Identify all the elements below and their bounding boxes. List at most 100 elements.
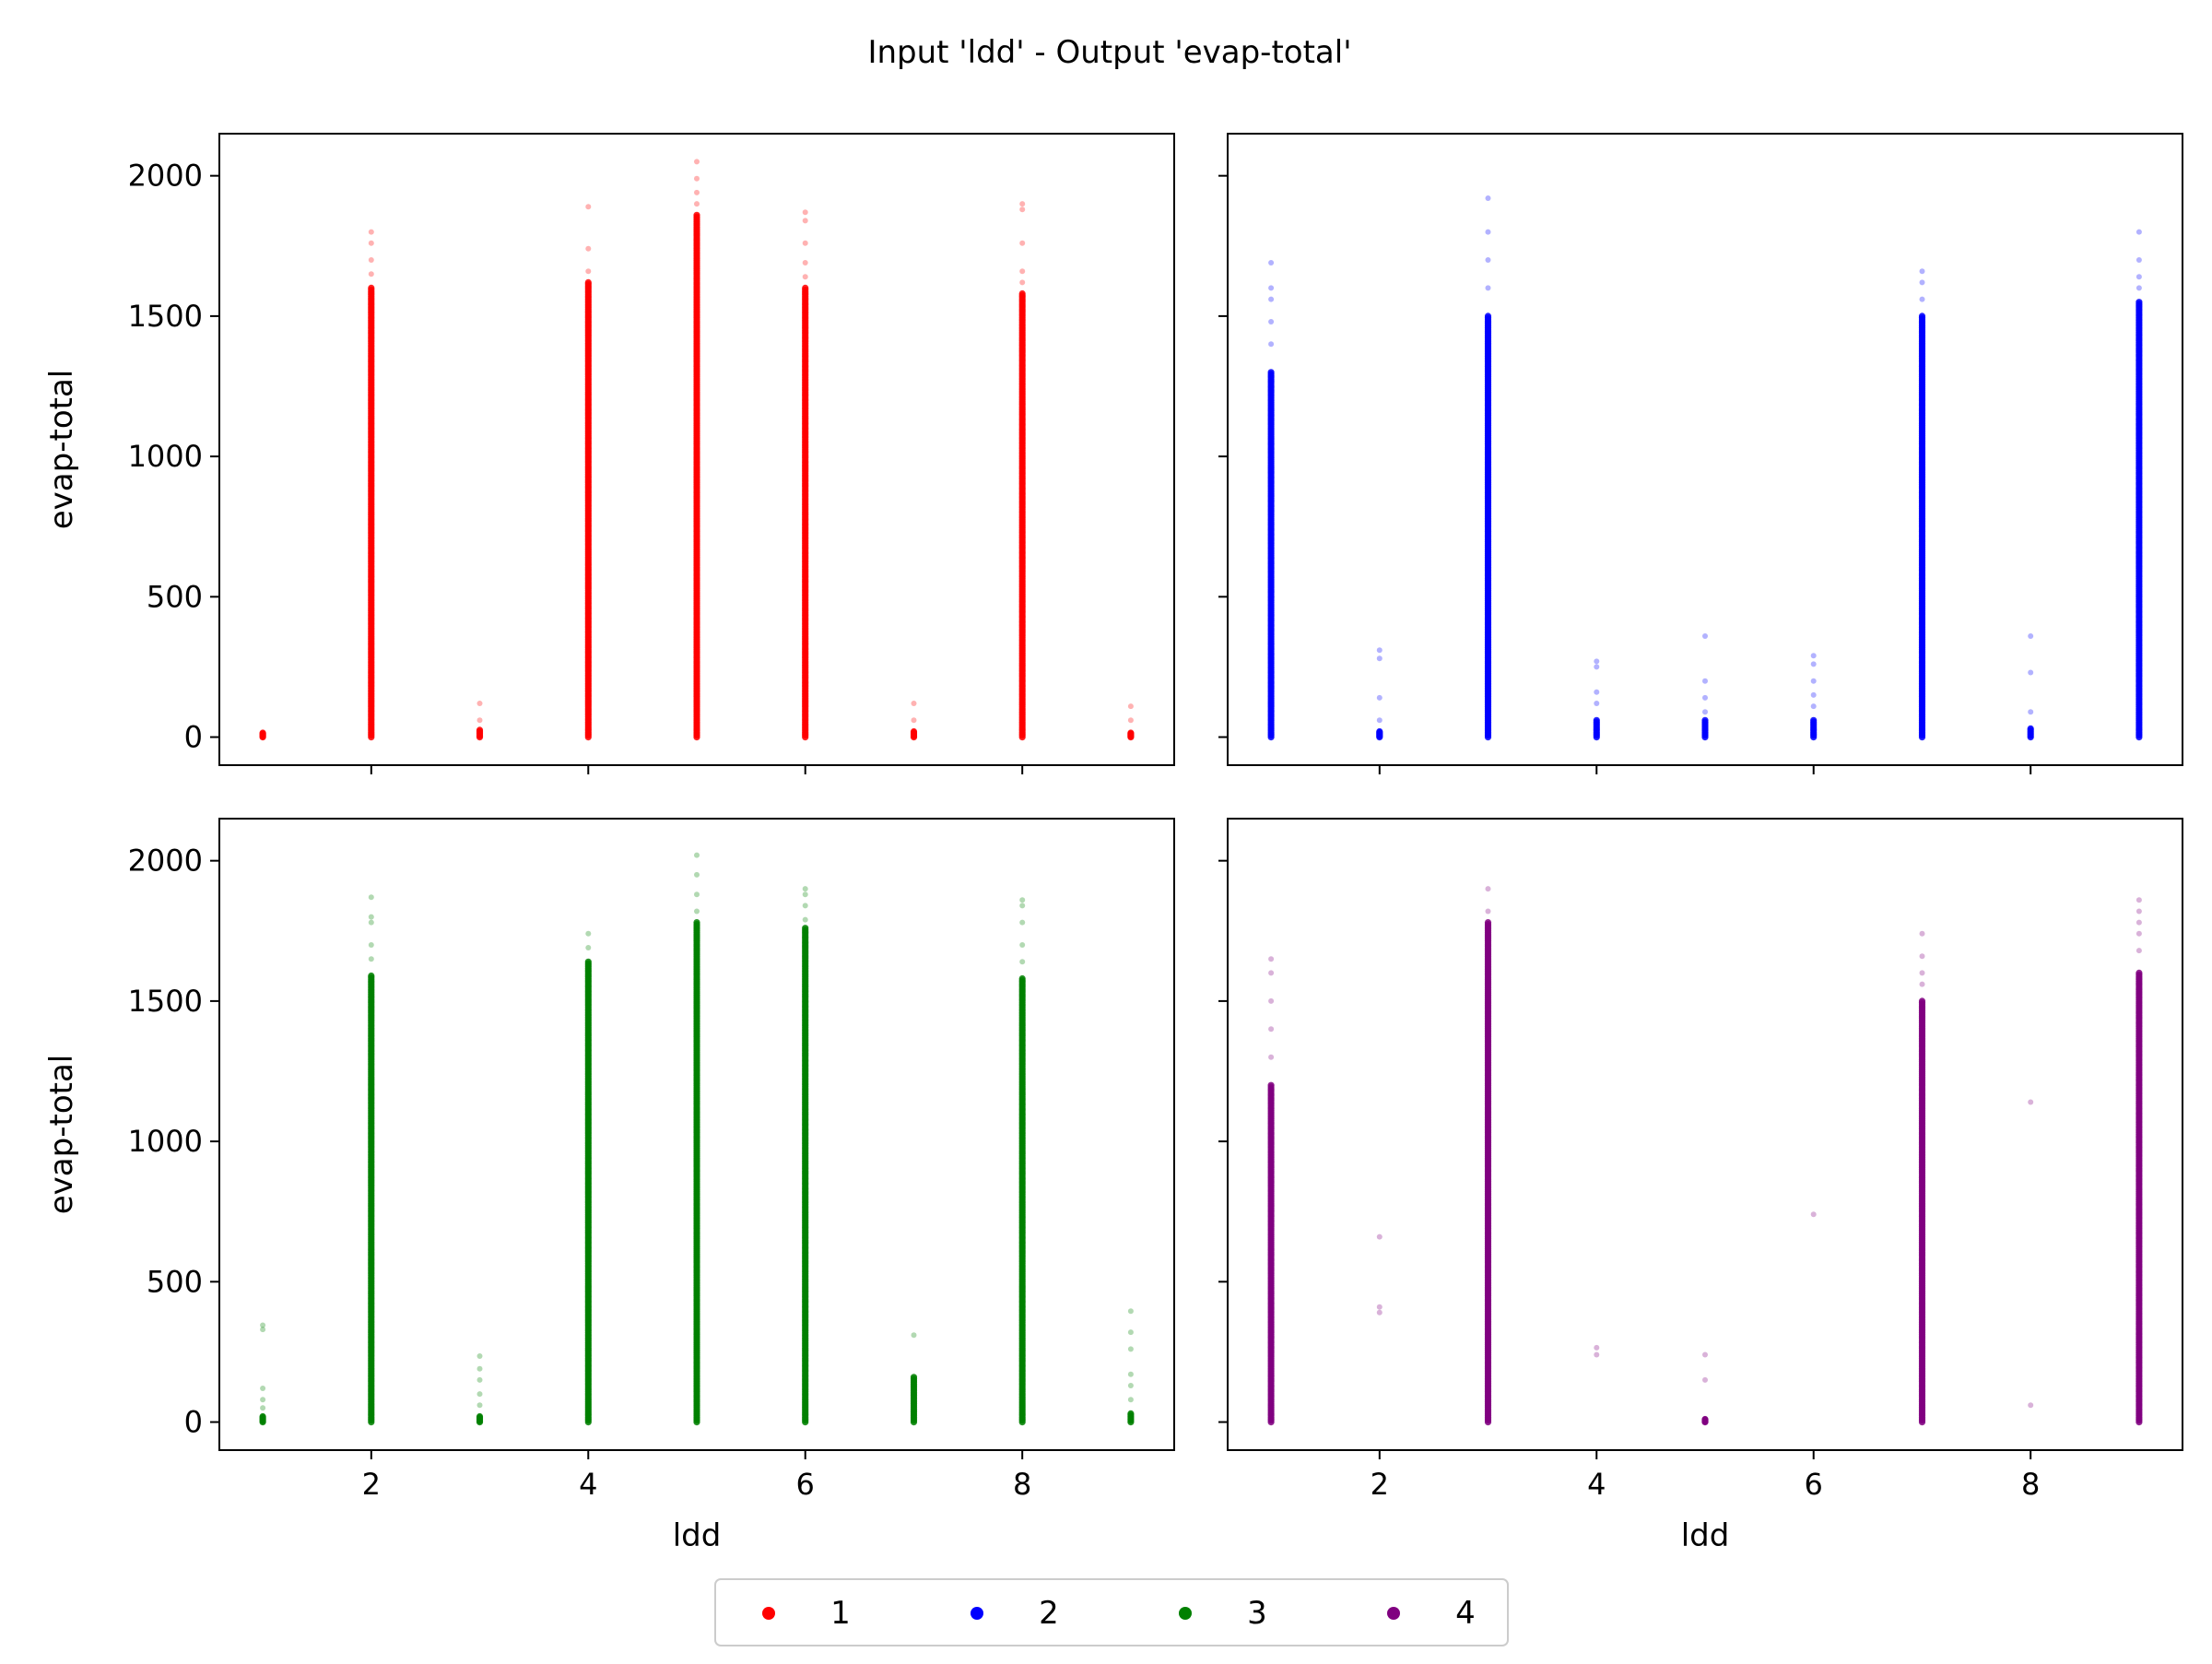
data-point [1019, 290, 1026, 297]
data-point [369, 920, 374, 926]
data-point [1920, 982, 1925, 987]
data-point [1594, 664, 1599, 669]
y-tick-label: 500 [147, 1264, 203, 1299]
data-point [260, 1405, 265, 1410]
data-point [1128, 1372, 1134, 1377]
data-point [1594, 701, 1599, 706]
data-point [911, 728, 917, 735]
x-axis-label: ldd [673, 1517, 722, 1554]
data-point [912, 717, 917, 723]
data-point [1019, 207, 1025, 212]
data-point [1702, 709, 1708, 714]
data-point [585, 268, 591, 274]
data-point [369, 257, 374, 263]
data-point [2136, 299, 2142, 305]
data-point [1268, 260, 1274, 266]
data-point [1702, 633, 1708, 639]
data-point [1019, 897, 1025, 903]
y-tick-label: 0 [184, 720, 203, 755]
data-point [2136, 274, 2142, 279]
data-point [1377, 1304, 1382, 1310]
data-point [1920, 931, 1925, 937]
data-point [1920, 297, 1925, 302]
data-point [1485, 919, 1491, 926]
data-point [1019, 975, 1026, 982]
data-point [694, 159, 700, 164]
data-point [368, 973, 374, 979]
y-axis-label: evap-total [43, 370, 80, 529]
data-point [1127, 1410, 1134, 1417]
data-point [369, 915, 374, 920]
series-3-points [260, 853, 1135, 1426]
data-point [369, 956, 374, 962]
data-point [694, 201, 700, 207]
data-point [1486, 230, 1491, 235]
y-tick-label: 2000 [128, 159, 203, 194]
data-point [1128, 1346, 1134, 1351]
data-point [368, 285, 374, 291]
data-point [1019, 942, 1025, 948]
data-point [1810, 717, 1817, 724]
data-point [1486, 909, 1491, 915]
data-point [1486, 257, 1491, 263]
data-point [1268, 970, 1274, 975]
data-point [2028, 726, 2034, 732]
data-point [803, 209, 808, 215]
data-point [369, 271, 374, 277]
data-point [1811, 653, 1817, 658]
data-point [803, 917, 808, 923]
y-tick-label: 1000 [128, 439, 203, 474]
data-point [1019, 959, 1025, 964]
data-point [477, 726, 483, 733]
data-point [803, 260, 808, 266]
data-point [1377, 1234, 1382, 1240]
data-point [1268, 297, 1274, 302]
data-point [369, 894, 374, 900]
data-point [1920, 953, 1925, 959]
x-tick-label: 4 [579, 1467, 597, 1502]
data-point [477, 1353, 483, 1359]
data-point [2028, 1100, 2033, 1105]
data-point [911, 1374, 917, 1380]
data-point [1486, 195, 1491, 201]
data-point [260, 1397, 265, 1402]
data-point [1920, 268, 1925, 274]
data-point [1811, 703, 1817, 709]
data-point [2028, 633, 2033, 639]
data-point [694, 853, 700, 858]
x-tick-label: 2 [362, 1467, 381, 1502]
data-point [585, 959, 592, 965]
data-point [803, 891, 808, 897]
data-point [585, 279, 592, 286]
data-point [585, 931, 591, 937]
data-point [1128, 703, 1134, 709]
data-point [1268, 285, 1274, 290]
data-point [1268, 998, 1274, 1004]
data-point [1377, 1310, 1382, 1316]
data-point [1486, 886, 1491, 891]
series-4-points [1268, 886, 2143, 1425]
data-point [1268, 1055, 1274, 1060]
series-2-points [1268, 195, 2143, 740]
data-point [802, 925, 808, 931]
data-point [477, 1413, 483, 1420]
data-point [1920, 279, 1925, 285]
data-point [1377, 695, 1382, 701]
data-point [693, 919, 700, 926]
data-point [803, 274, 808, 279]
data-point [1919, 313, 1925, 319]
panel-top-right [1218, 134, 2183, 774]
data-point [477, 1391, 483, 1397]
data-point [1811, 661, 1817, 667]
data-point [1128, 1397, 1134, 1402]
data-point [477, 1402, 483, 1408]
data-point [585, 945, 591, 950]
data-point [1594, 690, 1599, 695]
data-point [585, 246, 591, 252]
data-point [1019, 268, 1025, 274]
panels: 0500100015002000evap-total05001000150020… [43, 134, 2183, 1554]
